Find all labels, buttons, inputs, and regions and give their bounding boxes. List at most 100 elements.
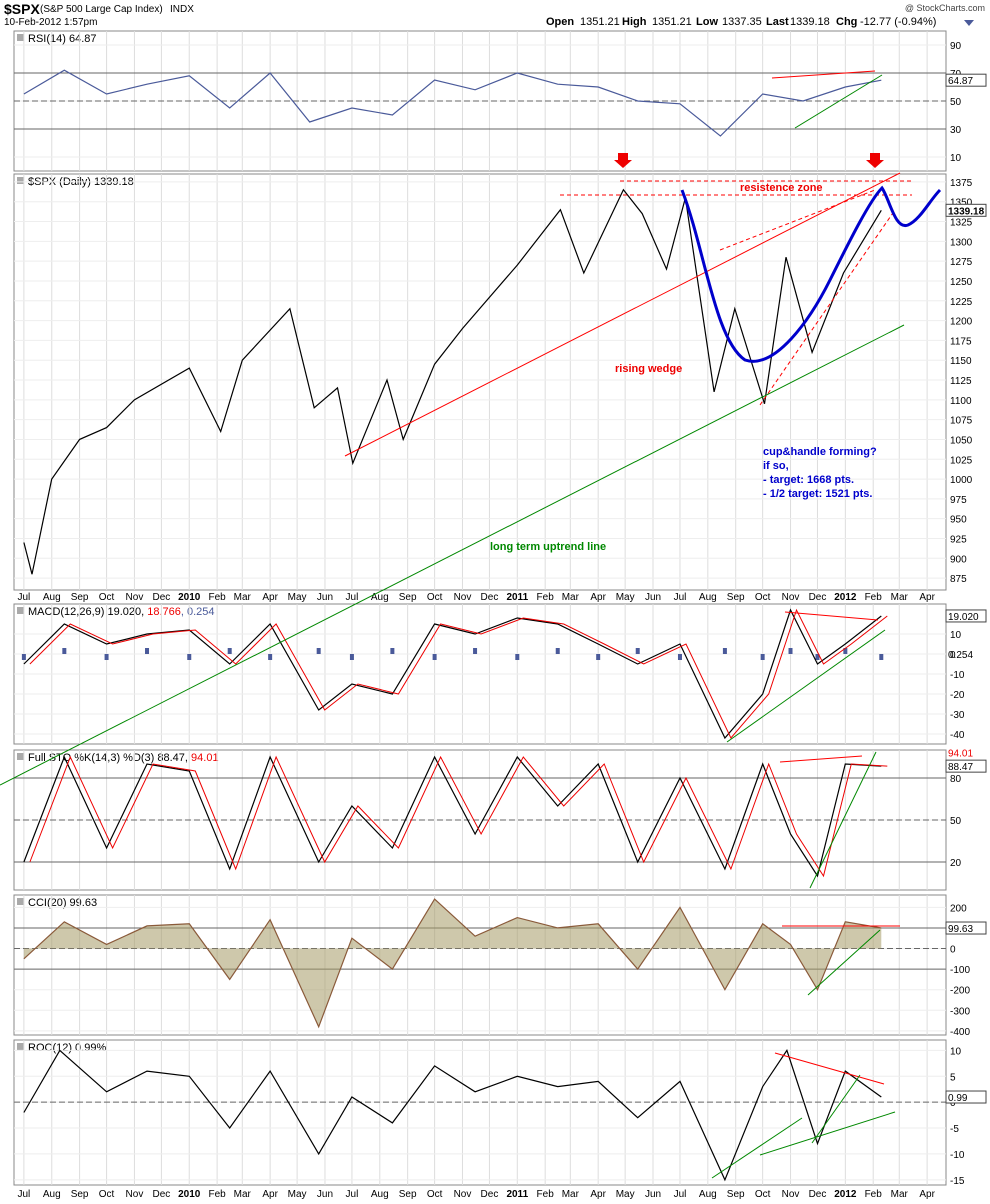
x-axis-tick-label: Dec bbox=[152, 1189, 170, 1200]
annotation-resistance-zone: resistence zone bbox=[740, 182, 823, 194]
rsi-panel-icon[interactable] bbox=[17, 34, 24, 41]
chg-label: Chg bbox=[836, 16, 857, 28]
down-arrow-icon bbox=[614, 153, 632, 168]
y-axis-tick-label: 1025 bbox=[950, 455, 973, 466]
roc-support-line bbox=[811, 1074, 861, 1144]
cci-panel-icon[interactable] bbox=[17, 898, 24, 905]
macd-panel-icon[interactable] bbox=[17, 607, 24, 614]
macd-histogram-bar bbox=[316, 648, 321, 654]
y-axis-tick-label: -30 bbox=[950, 710, 965, 721]
x-axis-tick-label: Oct bbox=[427, 592, 443, 603]
x-axis-tick-label: Jul bbox=[346, 592, 359, 603]
x-axis-tick-label: Apr bbox=[919, 592, 935, 603]
x-axis-tick-label: Mar bbox=[234, 592, 252, 603]
y-axis-tick-label: -5 bbox=[950, 1124, 959, 1135]
x-axis-tick-label: Apr bbox=[262, 592, 278, 603]
y-axis-tick-label: 20 bbox=[950, 858, 962, 869]
stochastic-signal-line bbox=[29, 755, 888, 878]
grid-layer bbox=[14, 31, 946, 1185]
x-axis-tick-label: Feb bbox=[208, 1189, 226, 1200]
x-axis-tick-label: Sep bbox=[399, 592, 417, 603]
macd-histogram-bar bbox=[349, 654, 354, 660]
x-axis-tick-label: Apr bbox=[919, 1189, 935, 1200]
stoch-panel-icon[interactable] bbox=[17, 753, 24, 760]
x-axis-tick-label: May bbox=[616, 1189, 635, 1200]
x-axis-tick-label: Jul bbox=[674, 1189, 687, 1200]
chart-date: 10-Feb-2012 1:57pm bbox=[4, 17, 97, 28]
x-axis-tick-label: 2010 bbox=[178, 1189, 201, 1200]
symbol-title: $SPX bbox=[4, 1, 40, 17]
x-axis-tick-label: Apr bbox=[590, 1189, 606, 1200]
y-axis-tick-label: 1200 bbox=[950, 317, 973, 328]
annotation-line: cup&handle forming? bbox=[763, 446, 877, 458]
low-label: Low bbox=[696, 16, 718, 28]
x-axis-tick-label: Oct bbox=[99, 1189, 115, 1200]
y-axis-tick-label: 5 bbox=[950, 1072, 956, 1083]
y-axis-tick-label: 50 bbox=[950, 816, 962, 827]
macd-histogram-bar bbox=[760, 654, 765, 660]
x-axis-tick-label: Apr bbox=[262, 1189, 278, 1200]
y-axis-tick-label: 1050 bbox=[950, 435, 973, 446]
low-value: 1337.35 bbox=[722, 16, 762, 28]
y-axis-tick-label: -200 bbox=[950, 986, 970, 997]
roc-series-line bbox=[23, 1049, 882, 1182]
open-label: Open bbox=[546, 16, 574, 28]
macd-histogram-bar bbox=[21, 654, 26, 660]
y-axis-tick-label: -400 bbox=[950, 1027, 970, 1038]
last-label: Last bbox=[766, 16, 789, 28]
x-axis-tick-label: Jun bbox=[317, 1189, 333, 1200]
tick-layer: JulJulAugAugSepSepOctOctNovNovDecDec2010… bbox=[17, 41, 987, 1200]
current-value-box bbox=[945, 73, 987, 87]
open-value: 1351.21 bbox=[580, 16, 620, 28]
y-axis-tick-label: 1175 bbox=[950, 336, 972, 347]
roc-long-support-line bbox=[711, 1117, 803, 1179]
x-axis-tick-label: Mar bbox=[891, 592, 909, 603]
price-annotations: resistence zone rising wedge long term u… bbox=[0, 153, 942, 786]
rsi-support-line bbox=[794, 74, 883, 129]
y-axis-tick-label: 200 bbox=[950, 903, 967, 914]
last-value: 1339.18 bbox=[790, 16, 830, 28]
panel-titles: RSI(14) 64.87 $SPX (Daily) 1339.18 MACD(… bbox=[28, 33, 219, 1054]
y-axis-tick-label: 1150 bbox=[950, 356, 972, 367]
current-value-label: 1339.18 bbox=[948, 206, 985, 217]
cci-series-line bbox=[23, 898, 882, 1029]
y-axis-tick-label: 10 bbox=[950, 630, 962, 641]
macd-resistance-line bbox=[784, 611, 879, 621]
x-axis-tick-label: Nov bbox=[454, 592, 472, 603]
y-axis-tick-label: -15 bbox=[950, 1176, 965, 1187]
symbol-name: (S&P 500 Large Cap Index) bbox=[40, 4, 163, 15]
chevron-down-icon[interactable] bbox=[964, 20, 974, 26]
x-axis-tick-label: Dec bbox=[809, 1189, 827, 1200]
x-axis-tick-label: Jun bbox=[317, 592, 333, 603]
macd-histogram-bar bbox=[268, 654, 273, 660]
macd-histogram-bar bbox=[390, 648, 395, 654]
y-axis-tick-label: 10 bbox=[950, 1046, 962, 1057]
x-axis-tick-label: Sep bbox=[71, 1189, 89, 1200]
price-panel-frame bbox=[13, 173, 947, 591]
x-axis-tick-label: 2011 bbox=[506, 1189, 528, 1200]
y-axis-tick-label: 900 bbox=[950, 554, 967, 565]
x-axis-tick-label: Jul bbox=[17, 1189, 30, 1200]
high-value: 1351.21 bbox=[652, 16, 692, 28]
watermark: @ StockCharts.com bbox=[905, 3, 985, 13]
macd-support-line bbox=[726, 629, 886, 743]
x-axis-tick-label: Aug bbox=[371, 592, 389, 603]
cup-and-handle-curve bbox=[680, 185, 942, 363]
y-axis-tick-label: 925 bbox=[950, 534, 967, 545]
x-axis-tick-label: May bbox=[288, 592, 307, 603]
x-axis-tick-label: Aug bbox=[371, 1189, 389, 1200]
quote-bar: Open 1351.21 High 1351.21 Low 1337.35 La… bbox=[546, 16, 936, 28]
price-panel-icon[interactable] bbox=[17, 177, 24, 184]
y-axis-tick-label: 1000 bbox=[950, 475, 973, 486]
x-axis-tick-label: 2011 bbox=[506, 592, 528, 603]
macd-histogram-bar bbox=[635, 648, 640, 654]
x-axis-tick-label: Aug bbox=[699, 1189, 717, 1200]
roc-panel-icon[interactable] bbox=[17, 1043, 24, 1050]
y-axis-tick-label: 1325 bbox=[950, 218, 973, 229]
y-axis-tick-label: 90 bbox=[950, 41, 962, 52]
x-axis-tick-label: Feb bbox=[208, 592, 226, 603]
x-axis-tick-label: Sep bbox=[727, 1189, 745, 1200]
x-axis-tick-label: 2012 bbox=[834, 592, 857, 603]
annotation-line: - target: 1668 pts. bbox=[763, 474, 854, 486]
